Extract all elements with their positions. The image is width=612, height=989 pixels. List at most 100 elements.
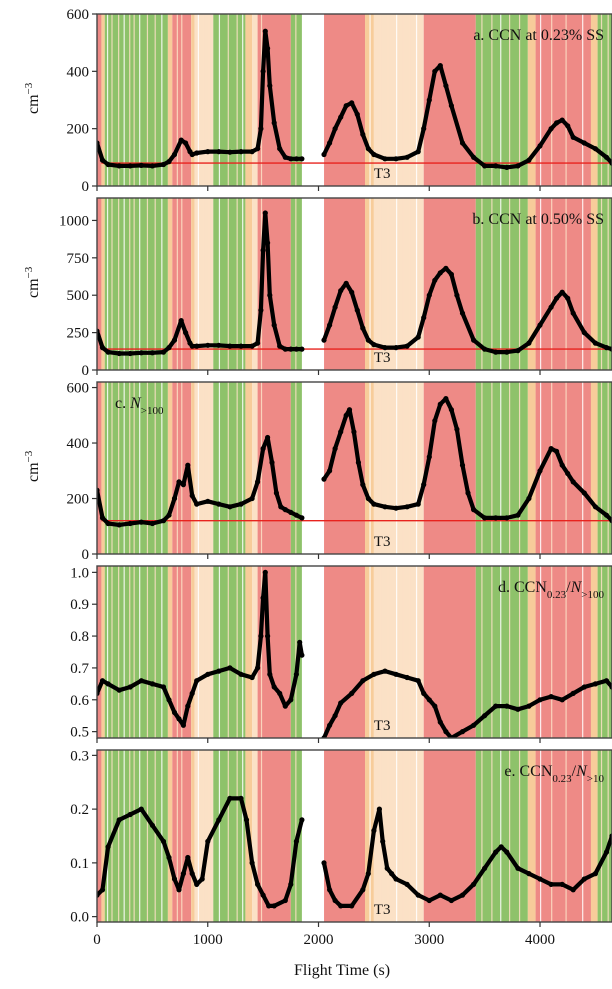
band-fleck bbox=[203, 750, 205, 922]
data-point bbox=[459, 140, 466, 146]
data-series bbox=[97, 210, 612, 357]
reference-label: T3 bbox=[374, 534, 391, 550]
data-point bbox=[554, 295, 560, 301]
data-point bbox=[227, 504, 233, 510]
band-fleck bbox=[181, 750, 183, 922]
data-point bbox=[603, 512, 610, 518]
panel-frame bbox=[96, 749, 612, 923]
band-fleck bbox=[582, 750, 584, 922]
data-point bbox=[299, 817, 305, 823]
data-point bbox=[482, 713, 488, 719]
band-fleck bbox=[415, 566, 418, 738]
band-red bbox=[535, 566, 591, 738]
y-tick-label: 500 bbox=[67, 288, 90, 304]
data-point bbox=[176, 479, 182, 485]
data-point bbox=[327, 722, 333, 728]
band-fleck bbox=[242, 750, 244, 922]
data-point bbox=[277, 343, 283, 349]
data-point bbox=[238, 671, 244, 677]
data-point bbox=[404, 343, 410, 349]
data-point bbox=[116, 522, 122, 528]
data-point bbox=[255, 479, 261, 485]
data-point bbox=[393, 505, 399, 511]
band-fleck bbox=[582, 566, 584, 738]
data-point bbox=[99, 887, 106, 893]
data-point bbox=[288, 509, 294, 515]
band-fleck bbox=[242, 198, 244, 370]
data-point bbox=[116, 687, 122, 693]
band-red bbox=[535, 14, 591, 186]
band-fleck bbox=[154, 750, 156, 922]
band-red bbox=[324, 14, 366, 186]
band-fleck bbox=[387, 382, 389, 554]
data-point bbox=[365, 871, 371, 877]
data-point bbox=[299, 156, 305, 162]
data-point bbox=[415, 892, 421, 898]
band-fleck bbox=[540, 14, 542, 186]
data-point bbox=[166, 512, 172, 518]
band-fleck bbox=[161, 382, 163, 554]
band-fleck bbox=[518, 198, 521, 370]
y-tick-label: 0.5 bbox=[70, 725, 89, 741]
data-point bbox=[360, 678, 366, 684]
data-point bbox=[349, 100, 355, 106]
data-point bbox=[415, 149, 421, 155]
band-fleck bbox=[481, 566, 483, 738]
data-point bbox=[282, 154, 288, 160]
band-fleck bbox=[402, 382, 404, 554]
data-point bbox=[526, 340, 532, 346]
data-point bbox=[421, 690, 427, 697]
data-point bbox=[482, 163, 488, 169]
band-fleck bbox=[197, 566, 199, 738]
band-fleck bbox=[236, 750, 238, 922]
band-fleck bbox=[396, 382, 398, 554]
x-axis-label: Flight Time (s) bbox=[293, 962, 391, 979]
band-fleck bbox=[509, 566, 511, 738]
data-point bbox=[288, 156, 294, 162]
band-red bbox=[324, 566, 366, 738]
data-series bbox=[97, 569, 612, 738]
band-fleck bbox=[139, 198, 141, 370]
data-point bbox=[149, 822, 155, 828]
data-point bbox=[185, 703, 191, 709]
data-point bbox=[471, 507, 477, 513]
data-point bbox=[271, 903, 277, 909]
band-fleck bbox=[518, 566, 521, 738]
data-point bbox=[548, 304, 554, 310]
data-point bbox=[205, 342, 211, 348]
data-point bbox=[265, 45, 271, 52]
data-point bbox=[260, 247, 266, 253]
data-point bbox=[189, 690, 195, 697]
data-point bbox=[570, 310, 576, 316]
data-point bbox=[127, 520, 133, 527]
data-point bbox=[332, 446, 338, 452]
data-point bbox=[482, 515, 488, 521]
band-light bbox=[252, 566, 258, 738]
band-fleck bbox=[123, 382, 125, 554]
band-fleck bbox=[176, 198, 178, 370]
data-point bbox=[493, 515, 499, 521]
band-fleck bbox=[380, 566, 382, 738]
y-tick-label: 750 bbox=[67, 251, 90, 267]
data-point bbox=[166, 697, 172, 703]
data-point bbox=[127, 350, 133, 357]
panel-b: 0 250 500 750 1000 cm−3 b. CCN at 0.50% SS T3 bbox=[23, 197, 612, 379]
data-point bbox=[404, 504, 410, 510]
band-fleck bbox=[203, 198, 205, 370]
data-point bbox=[581, 330, 587, 336]
data-point bbox=[282, 703, 288, 709]
band-fleck bbox=[146, 750, 149, 922]
data-point bbox=[493, 163, 499, 169]
band-fleck bbox=[118, 566, 120, 738]
band-fleck bbox=[111, 14, 113, 186]
data-point bbox=[581, 490, 587, 496]
band-fleck bbox=[176, 14, 178, 186]
data-point bbox=[227, 149, 233, 155]
band-fleck bbox=[380, 382, 382, 554]
x-tick-label: 2000 bbox=[304, 932, 334, 948]
data-point bbox=[271, 120, 277, 126]
data-point bbox=[393, 156, 399, 162]
data-point bbox=[166, 345, 172, 351]
y-tick-label: 0.0 bbox=[70, 910, 89, 926]
band-red bbox=[423, 750, 476, 922]
